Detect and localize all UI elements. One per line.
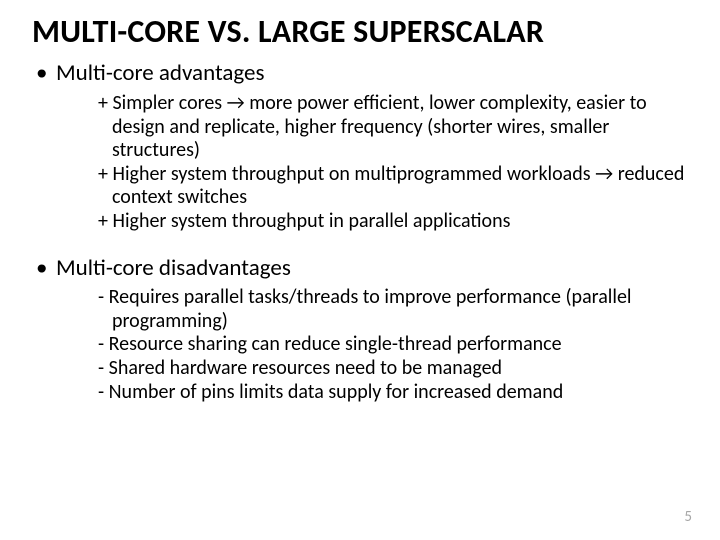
bullet-advantages: Multi-core advantages	[32, 59, 688, 88]
list-item: + Higher system throughput in parallel a…	[80, 210, 688, 234]
page-number: 5	[684, 508, 692, 526]
bullet-disadvantages: Multi-core disadvantages	[32, 254, 688, 283]
list-item: - Number of pins limits data supply for …	[80, 381, 688, 405]
slide-title: MULTI-CORE VS. LARGE SUPERSCALAR	[32, 14, 688, 49]
list-item: + Simpler cores → more power efficient, …	[80, 92, 688, 163]
list-item: - Resource sharing can reduce single-thr…	[80, 333, 688, 357]
disadvantages-list: - Requires parallel tasks/threads to imp…	[32, 286, 688, 404]
list-item: - Requires parallel tasks/threads to imp…	[80, 286, 688, 333]
advantages-list: + Simpler cores → more power efficient, …	[32, 92, 688, 234]
list-item: + Higher system throughput on multiprogr…	[80, 163, 688, 210]
list-item: - Shared hardware resources need to be m…	[80, 357, 688, 381]
slide: MULTI-CORE VS. LARGE SUPERSCALAR Multi-c…	[0, 0, 720, 540]
